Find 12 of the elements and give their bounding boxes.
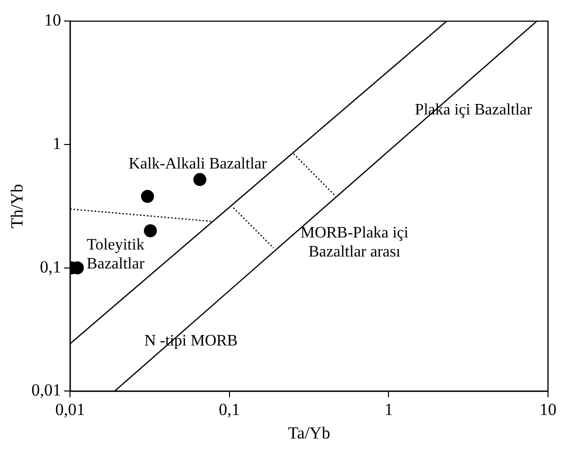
x-tick-label: 0,1 [218, 400, 240, 419]
y-tick-label: 10 [44, 10, 62, 30]
annotation: Kalk-Alkali Bazaltlar [128, 156, 268, 173]
annotation: Toleyitik Bazaltlar [86, 236, 146, 272]
x-tick-label: 1 [384, 400, 393, 419]
y-tick-label: 0,01 [31, 380, 62, 400]
y-axis-title: Th/Yb [8, 184, 27, 228]
y-tick-label: 0,1 [40, 257, 62, 276]
y-tick-label: 1 [52, 134, 62, 153]
x-tick-label: 10 [540, 400, 556, 419]
annotation: MORB-Plaka içi Bazaltlar arası [300, 224, 410, 261]
x-axis-title: Ta/Yb [288, 423, 330, 442]
